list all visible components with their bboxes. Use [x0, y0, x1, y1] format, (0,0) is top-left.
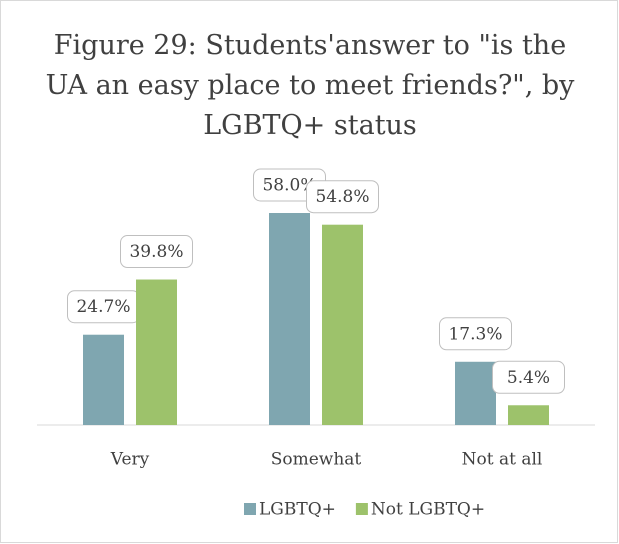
data-label-box	[492, 360, 565, 394]
x-tick-label: Not at all	[462, 450, 543, 470]
legend-swatch	[244, 503, 256, 515]
bar	[508, 405, 549, 425]
chart-title: Figure 29: Students'answer to "is the UA…	[45, 30, 575, 141]
data-label: 17.3%	[448, 324, 502, 344]
data-label: 58.0%	[262, 176, 316, 196]
data-label-box	[120, 235, 193, 269]
data-label: 24.7%	[76, 297, 130, 317]
bar	[455, 361, 496, 425]
data-label-box	[306, 180, 379, 214]
data-label: 39.8%	[129, 242, 183, 262]
data-label: 54.8%	[315, 187, 369, 207]
legend-label: LGBTQ+	[259, 500, 336, 520]
bar	[83, 334, 124, 425]
legend-swatch	[355, 503, 368, 515]
bar	[269, 213, 310, 425]
bar	[322, 224, 363, 425]
data-label-box	[439, 317, 512, 351]
legend-label: Not LGBTQ+	[371, 500, 485, 520]
data-label: 5.4%	[507, 368, 550, 388]
bar	[136, 279, 177, 425]
x-tick-label: Very	[110, 450, 150, 470]
x-tick-label: Somewhat	[271, 450, 362, 470]
